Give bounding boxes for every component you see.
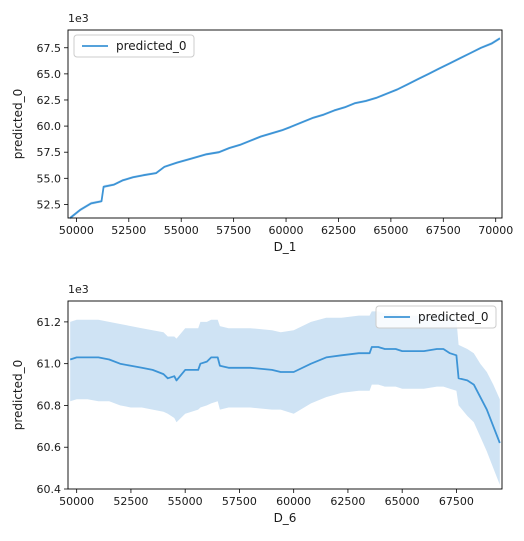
y-offset-label: 1e3: [68, 283, 89, 296]
plot-frame: [67, 300, 503, 490]
y-tick-label: 61.0: [37, 358, 62, 371]
y-axis-label: predicted_0: [11, 360, 25, 431]
confidence-band-1: [70, 311, 500, 485]
y-tick-label: 60.8: [37, 399, 62, 412]
x-tick-label: 57500: [216, 224, 251, 237]
x-tick-label: 60000: [276, 495, 311, 508]
x-tick-label: 50000: [59, 495, 94, 508]
x-tick-label: 67500: [426, 224, 461, 237]
x-axis-label: D_1: [274, 240, 297, 254]
legend-label: predicted_0: [116, 39, 187, 53]
chart-panel-1: 50000 52500 55000 57500 60000 62500 65000 67500…: [11, 12, 513, 254]
y-tick-label: 67.5: [37, 42, 62, 55]
y-tick-label: 61.2: [37, 316, 62, 329]
y-tick-label: 60.6: [37, 441, 62, 454]
plot-frame: [67, 29, 503, 219]
legend-box: [375, 305, 497, 329]
x-tick-label: 62500: [321, 224, 356, 237]
y-offset-label: 1e3: [68, 12, 89, 25]
x-tick-label: 57500: [222, 495, 257, 508]
y-tick-label: 60.4: [37, 483, 62, 496]
chart-panel-2: 50000 52500 55000 57500 60000 62500 65000 67500…: [11, 283, 503, 525]
x-tick-label: 65000: [385, 495, 420, 508]
y-tick-label: 55.0: [37, 172, 62, 185]
x-axis-label: D_6: [274, 511, 297, 525]
legend: predicted_0: [73, 34, 195, 58]
legend-label: predicted_0: [418, 310, 489, 324]
x-tick-label: 70000: [478, 224, 513, 237]
y-tick-label: 52.5: [37, 198, 62, 211]
x-tick-label: 52500: [113, 495, 148, 508]
y-tick-label: 65.0: [37, 68, 62, 81]
y-tick-label: 57.5: [37, 146, 62, 159]
x-tick-label: 52500: [111, 224, 146, 237]
x-tick-label: 60000: [269, 224, 304, 237]
x-tick-label: 65000: [373, 224, 408, 237]
y-tick-label: 60.0: [37, 120, 62, 133]
x-tick-label: 55000: [168, 495, 203, 508]
legend: predicted_0: [375, 305, 497, 329]
x-tick-label: 62500: [330, 495, 365, 508]
x-tick-label: 50000: [59, 224, 94, 237]
y-axis-label: predicted_0: [11, 89, 25, 160]
series-line-1: [69, 346, 501, 444]
x-tick-label: 67500: [439, 495, 474, 508]
y-tick-label: 62.5: [37, 94, 62, 107]
series-line-1: [69, 37, 501, 219]
x-tick-label: 55000: [164, 224, 199, 237]
legend-box: [73, 34, 195, 58]
